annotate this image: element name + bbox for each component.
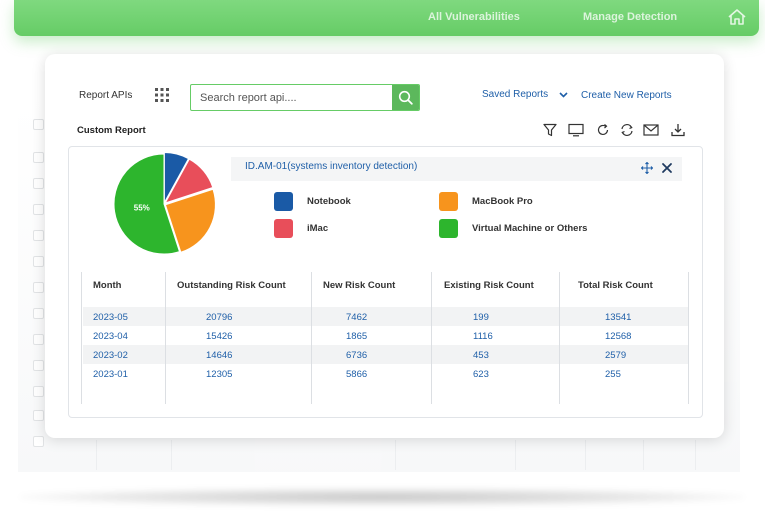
saved-reports-dropdown[interactable]: Saved Reports <box>482 89 549 100</box>
background-checkbox <box>33 282 44 293</box>
pie-slice-imac[interactable] <box>164 158 214 204</box>
column-header-total[interactable]: Total Risk Count <box>578 280 653 291</box>
top-navigation-bar: All Vulnerabilities Manage Detection <box>14 0 759 36</box>
column-header-new[interactable]: New Risk Count <box>323 280 396 291</box>
background-checkbox <box>33 152 44 163</box>
legend-swatch-imac <box>274 219 293 238</box>
pie-slice-notebook[interactable] <box>163 152 190 203</box>
refresh-icon[interactable] <box>595 123 611 137</box>
table-row-bg <box>83 345 689 364</box>
table-cell[interactable]: 6736 <box>346 350 368 361</box>
table-cell[interactable]: 1116 <box>473 331 493 342</box>
table-cell[interactable]: 7462 <box>346 312 368 323</box>
close-icon[interactable] <box>661 162 673 174</box>
report-panel: 55% ID.AM-01(systems inventory detection… <box>68 146 703 418</box>
background-checkbox <box>33 204 44 215</box>
search-box <box>190 84 420 111</box>
background-checkbox <box>33 119 44 130</box>
column-header-existing[interactable]: Existing Risk Count <box>444 280 534 291</box>
bottom-shadow <box>20 488 744 506</box>
email-icon[interactable] <box>643 123 659 137</box>
download-icon[interactable] <box>670 123 686 137</box>
table-cell[interactable]: 623 <box>473 369 489 380</box>
pie-slice-virtual-machine-or-others[interactable] <box>113 153 181 255</box>
pie-chart: 55% <box>113 152 216 255</box>
chevron-down-icon[interactable] <box>559 92 568 98</box>
chart-header: ID.AM-01(systems inventory detection) <box>231 157 682 181</box>
background-checkbox <box>33 410 44 421</box>
report-apis-label: Report APIs <box>79 90 133 101</box>
custom-report-card: Report APIs Saved Reports Create New Rep… <box>45 54 724 438</box>
search-input[interactable] <box>191 85 393 110</box>
section-title: Custom Report <box>77 125 146 136</box>
filter-icon[interactable] <box>542 123 558 137</box>
table-cell[interactable]: 20796 <box>206 312 233 323</box>
legend-label-macbook-pro: MacBook Pro <box>472 196 533 207</box>
legend-label-notebook: Notebook <box>307 196 351 207</box>
table-cell[interactable]: 199 <box>473 312 489 323</box>
sync-icon[interactable] <box>619 123 635 137</box>
background-checkbox <box>33 308 44 319</box>
legend-swatch-notebook <box>274 192 293 211</box>
table-cell[interactable]: 12568 <box>605 331 632 342</box>
table-cell[interactable]: 1865 <box>346 331 368 342</box>
table-row-bg <box>83 307 689 326</box>
search-button[interactable] <box>392 85 419 110</box>
pie-slice-macbook-pro[interactable] <box>164 188 216 253</box>
table-cell: 2023-04 <box>93 331 128 342</box>
pie-slice-label: 55% <box>134 204 150 213</box>
column-header-outstanding[interactable]: Outstanding Risk Count <box>177 280 286 291</box>
table-cell[interactable]: 5866 <box>346 369 368 380</box>
background-checkbox <box>33 360 44 371</box>
home-icon[interactable] <box>727 8 747 26</box>
chart-title: ID.AM-01(systems inventory detection) <box>245 161 418 172</box>
apps-grid-icon[interactable] <box>155 88 169 102</box>
nav-manage-detection[interactable]: Manage Detection <box>583 11 678 23</box>
move-icon[interactable] <box>641 162 653 174</box>
background-checkbox <box>33 334 44 345</box>
risk-count-table: Month Outstanding Risk Count New Risk Co… <box>81 272 689 404</box>
table-cell[interactable]: 15426 <box>206 331 233 342</box>
background-checkbox <box>33 436 44 447</box>
table-cell[interactable]: 13541 <box>605 312 632 323</box>
background-checkbox <box>33 230 44 241</box>
legend-swatch-virtual-machine <box>439 219 458 238</box>
column-header-month[interactable]: Month <box>93 280 122 291</box>
table-cell[interactable]: 12305 <box>206 369 233 380</box>
legend-swatch-macbook-pro <box>439 192 458 211</box>
table-cell[interactable]: 14646 <box>206 350 233 361</box>
table-cell[interactable]: 255 <box>605 369 621 380</box>
background-checkbox <box>33 256 44 267</box>
background-checkbox <box>33 178 44 189</box>
legend-label-virtual-machine: Virtual Machine or Others <box>472 223 588 234</box>
table-cell[interactable]: 453 <box>473 350 489 361</box>
table-cell[interactable]: 2579 <box>605 350 627 361</box>
table-cell: 2023-01 <box>93 369 128 380</box>
monitor-icon[interactable] <box>568 123 584 137</box>
background-checkbox <box>33 386 44 397</box>
table-cell: 2023-05 <box>93 312 128 323</box>
create-new-reports-link[interactable]: Create New Reports <box>581 90 672 101</box>
nav-all-vulnerabilities[interactable]: All Vulnerabilities <box>428 11 520 23</box>
table-cell: 2023-02 <box>93 350 128 361</box>
search-icon <box>398 90 413 105</box>
legend-label-imac: iMac <box>307 223 329 234</box>
